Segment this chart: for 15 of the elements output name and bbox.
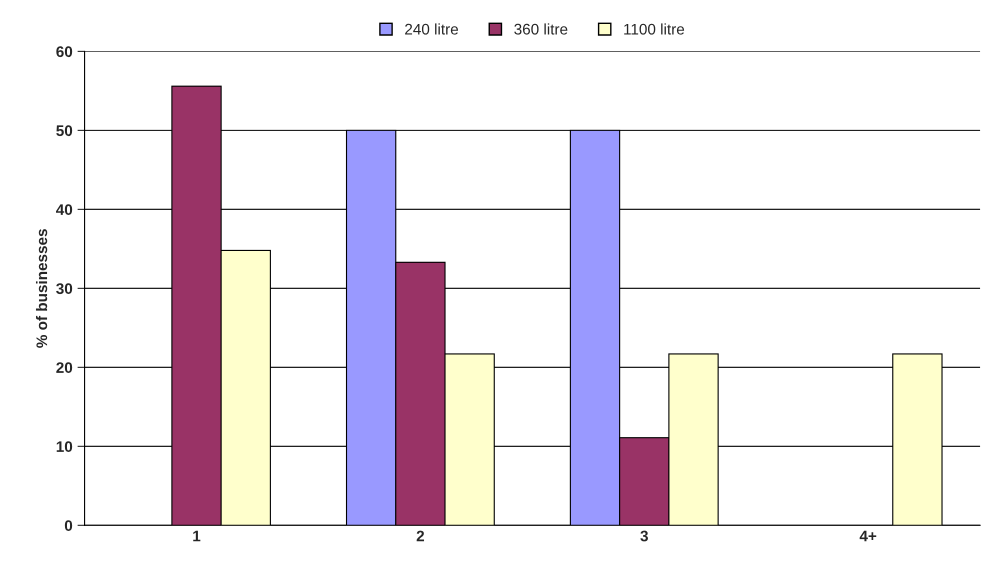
y-tick-label: 60 <box>56 46 72 58</box>
x-tick-label: 2 <box>416 530 424 542</box>
legend-label: 240 litre <box>405 23 458 35</box>
legend-label: 1100 litre <box>624 23 684 35</box>
y-tick-label: 0 <box>64 520 72 532</box>
y-tick-label: 10 <box>56 441 72 452</box>
y-axis-title: % of businesses <box>36 229 48 348</box>
x-tick-label: 4+ <box>860 530 876 542</box>
x-tick-label: 3 <box>640 530 648 542</box>
y-tick-label: 50 <box>56 125 72 136</box>
y-tick-label: 30 <box>56 283 72 294</box>
y-tick-label: 40 <box>56 204 72 216</box>
legend-label: 360 litre <box>514 23 568 35</box>
y-tick-label: 20 <box>56 362 72 374</box>
x-tick-label: 1 <box>193 530 200 542</box>
